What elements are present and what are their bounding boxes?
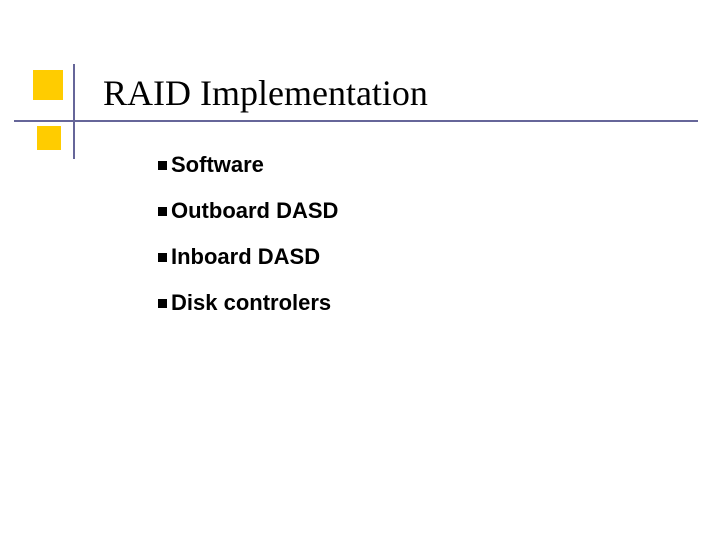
slide-title: RAID Implementation	[103, 72, 428, 114]
square-bullet-icon	[158, 161, 167, 170]
square-bullet-icon	[158, 253, 167, 262]
square-bullet-icon	[158, 299, 167, 308]
bullet-text: Software	[171, 152, 264, 178]
bullet-item-4: Disk controlers	[158, 290, 331, 316]
bullet-text: Disk controlers	[171, 290, 331, 316]
accent-line-horizontal	[14, 120, 698, 122]
bullet-text: Inboard DASD	[171, 244, 320, 270]
slide: RAID Implementation Software Outboard DA…	[0, 0, 720, 540]
accent-square-bottom	[37, 126, 61, 150]
bullet-text: Outboard DASD	[171, 198, 338, 224]
accent-line-vertical	[73, 64, 75, 159]
bullet-item-2: Outboard DASD	[158, 198, 338, 224]
bullet-item-3: Inboard DASD	[158, 244, 320, 270]
bullet-item-1: Software	[158, 152, 264, 178]
square-bullet-icon	[158, 207, 167, 216]
accent-square-top	[33, 70, 63, 100]
